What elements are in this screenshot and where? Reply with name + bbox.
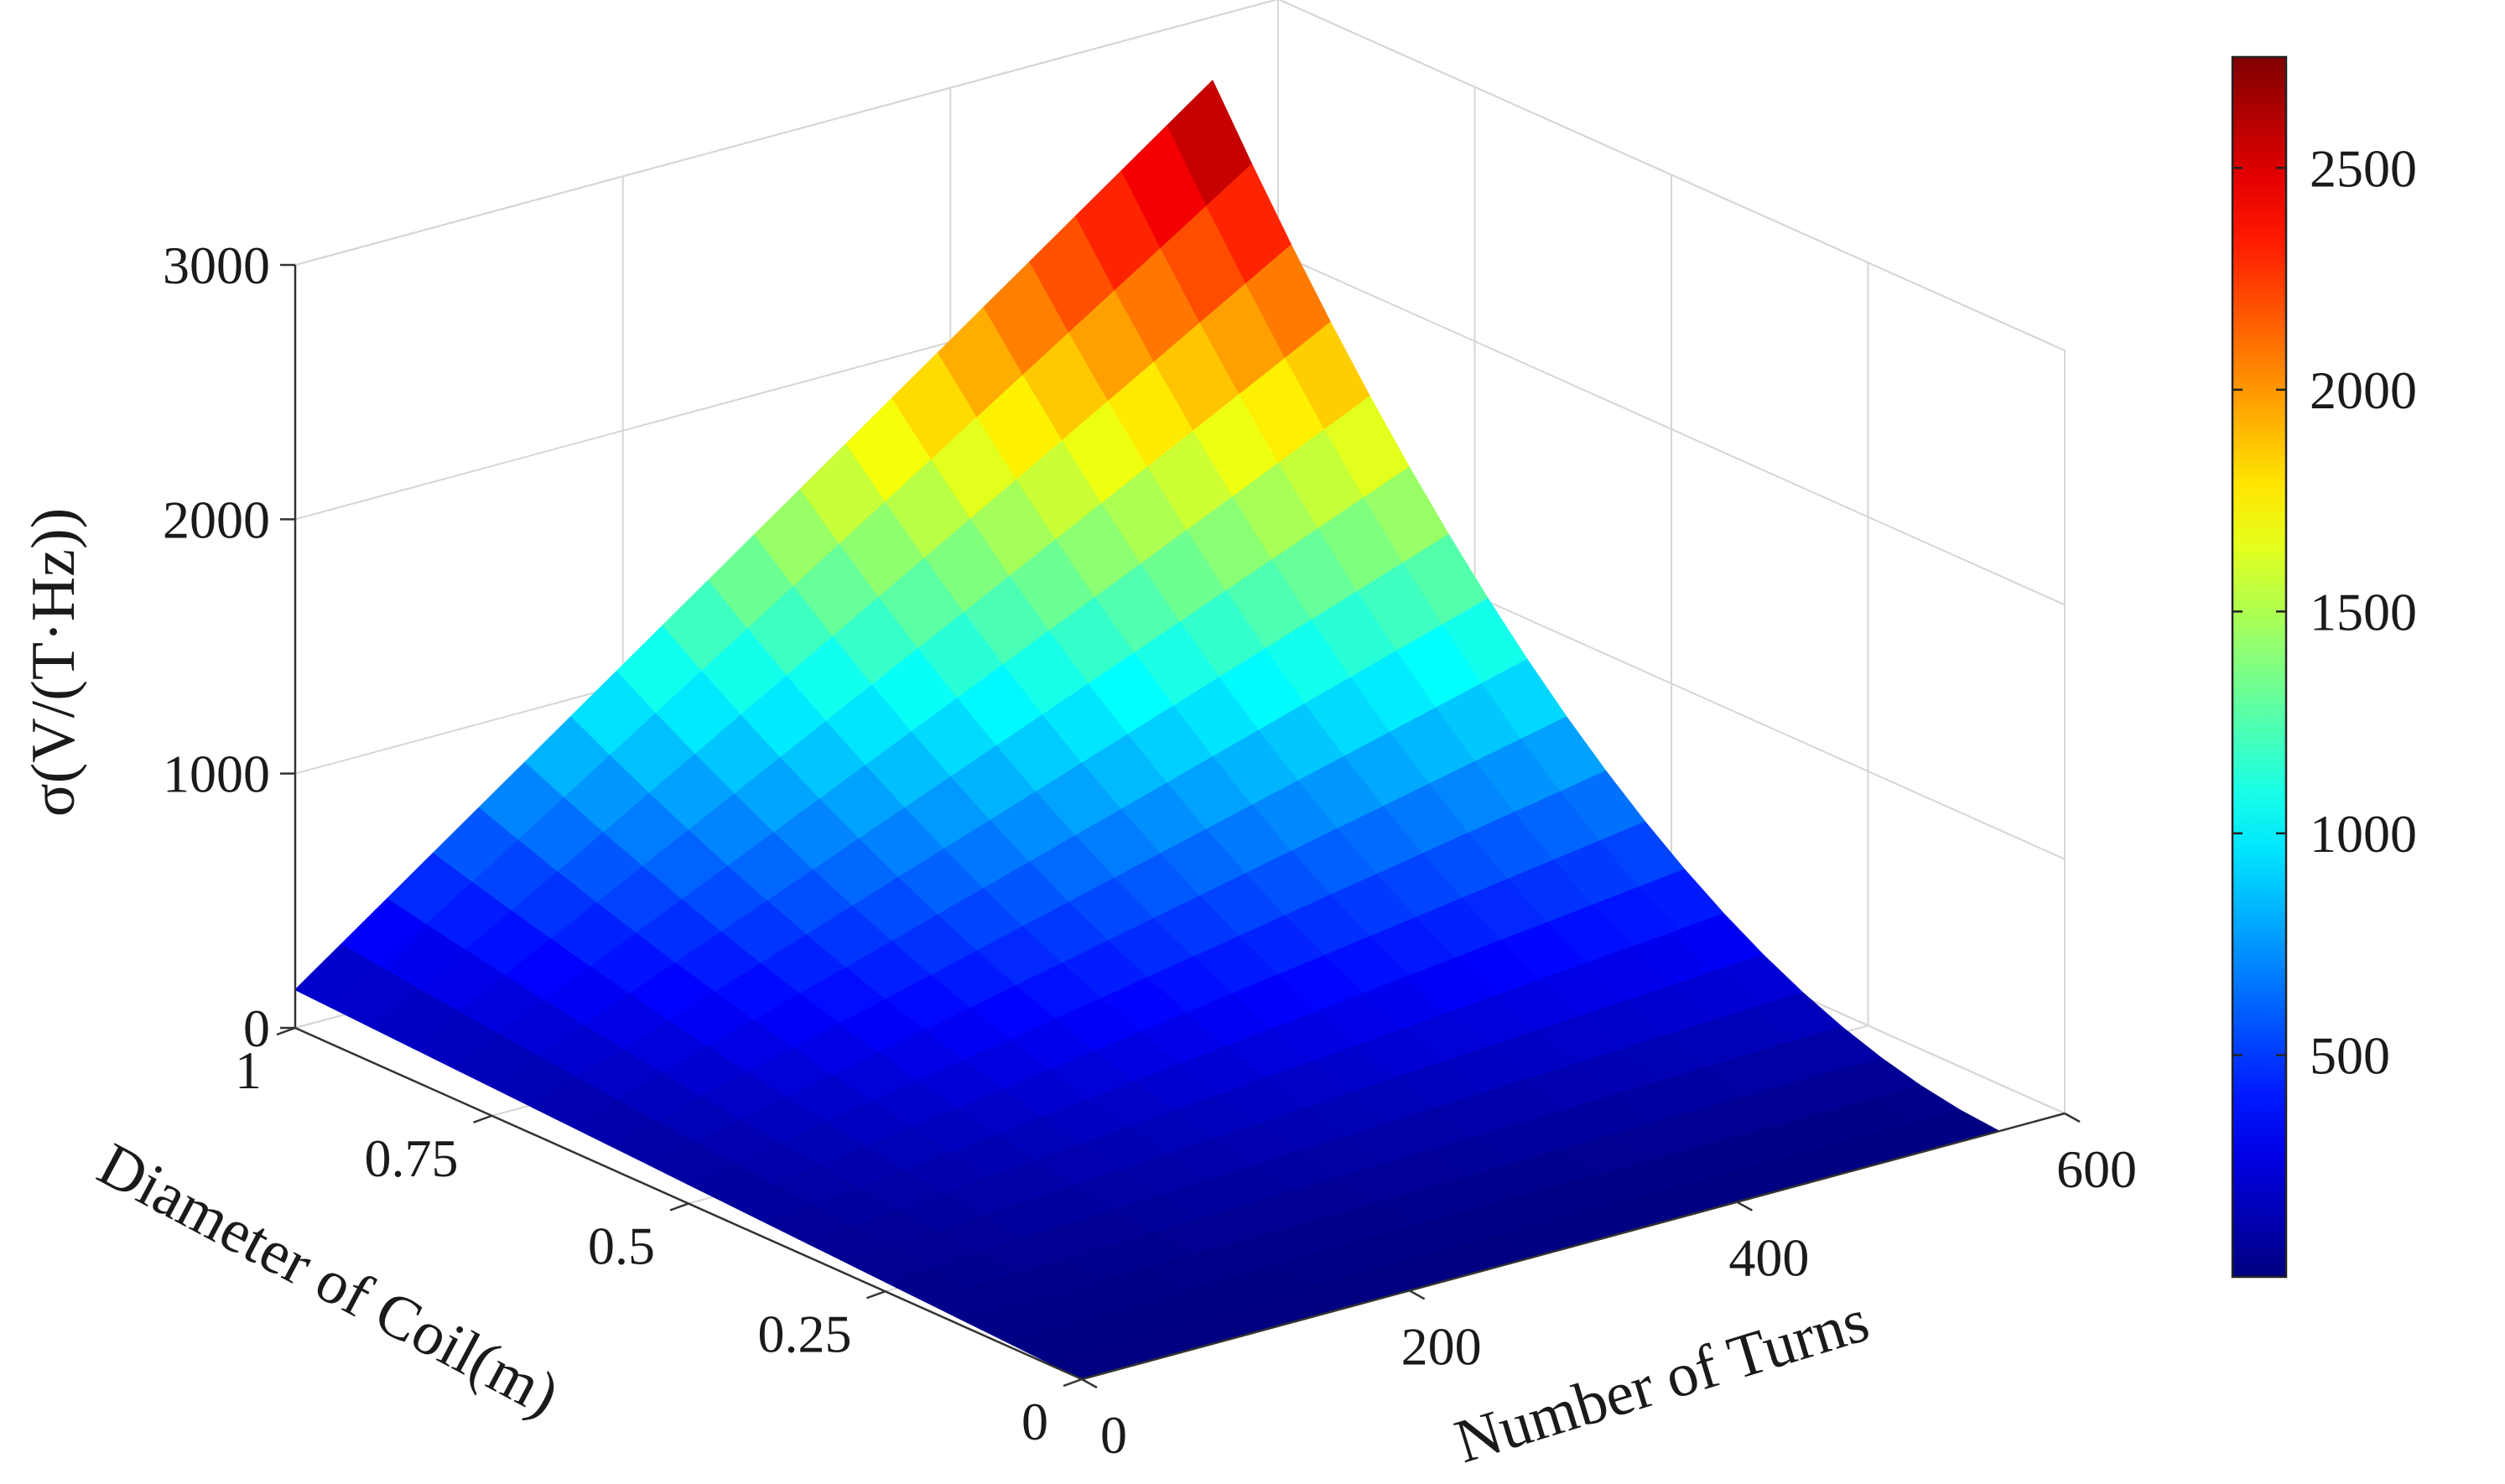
- colorbar-ticks: 500 1000 1500 2000 2500: [2232, 138, 2417, 1085]
- x-axis-line: [1081, 1112, 2066, 1381]
- x-tick-label: 0: [1100, 1405, 1127, 1465]
- x-tick-mark: [2064, 1112, 2081, 1123]
- colorbar-tick-label: 1500: [2310, 582, 2417, 641]
- x-tick-label: 600: [2056, 1139, 2137, 1199]
- x-tick-label: 400: [1728, 1228, 1809, 1288]
- z-tick-label: 3000: [163, 236, 270, 295]
- y-tick-label: 0: [1021, 1392, 1048, 1451]
- colorbar-tick-label: 2500: [2310, 138, 2417, 198]
- z-tick-label: 1000: [163, 745, 270, 804]
- y-tick-label: 0.5: [588, 1217, 655, 1276]
- y-tick-mark: [1063, 1378, 1083, 1388]
- colorbar-tick-label: 1000: [2310, 804, 2417, 864]
- z-tick-label: 0: [243, 999, 270, 1058]
- x-tick-mark: [1081, 1378, 1098, 1389]
- y-tick-label: 0.25: [758, 1304, 852, 1363]
- x-tick-mark: [1736, 1201, 1753, 1212]
- y-tick-label: 0.75: [365, 1129, 459, 1188]
- y-tick-label: 1: [235, 1040, 262, 1100]
- y-tick-mark: [669, 1202, 689, 1212]
- colorbar: 500 1000 1500 2000 2500: [2231, 55, 2417, 1279]
- x-axis-title: Number of Turns: [1447, 1286, 1877, 1476]
- y-tick-mark: [473, 1114, 492, 1123]
- colorbar-tick-label: 2000: [2310, 361, 2417, 420]
- colorbar-tick-label: 500: [2310, 1025, 2390, 1085]
- x-tick-mark: [1409, 1289, 1426, 1300]
- y-tick-mark: [866, 1290, 886, 1300]
- x-tick-label: 200: [1401, 1316, 1482, 1376]
- colorbar-gradient: [2231, 55, 2288, 1279]
- surface: [294, 80, 2000, 1380]
- z-axis-title: σ(V/(T·Hz)): [19, 508, 88, 817]
- z-tick-label: 2000: [163, 490, 270, 549]
- y-tick-mark: [276, 1026, 296, 1036]
- y-axis-title: Diameter of Coil(m): [87, 1130, 570, 1430]
